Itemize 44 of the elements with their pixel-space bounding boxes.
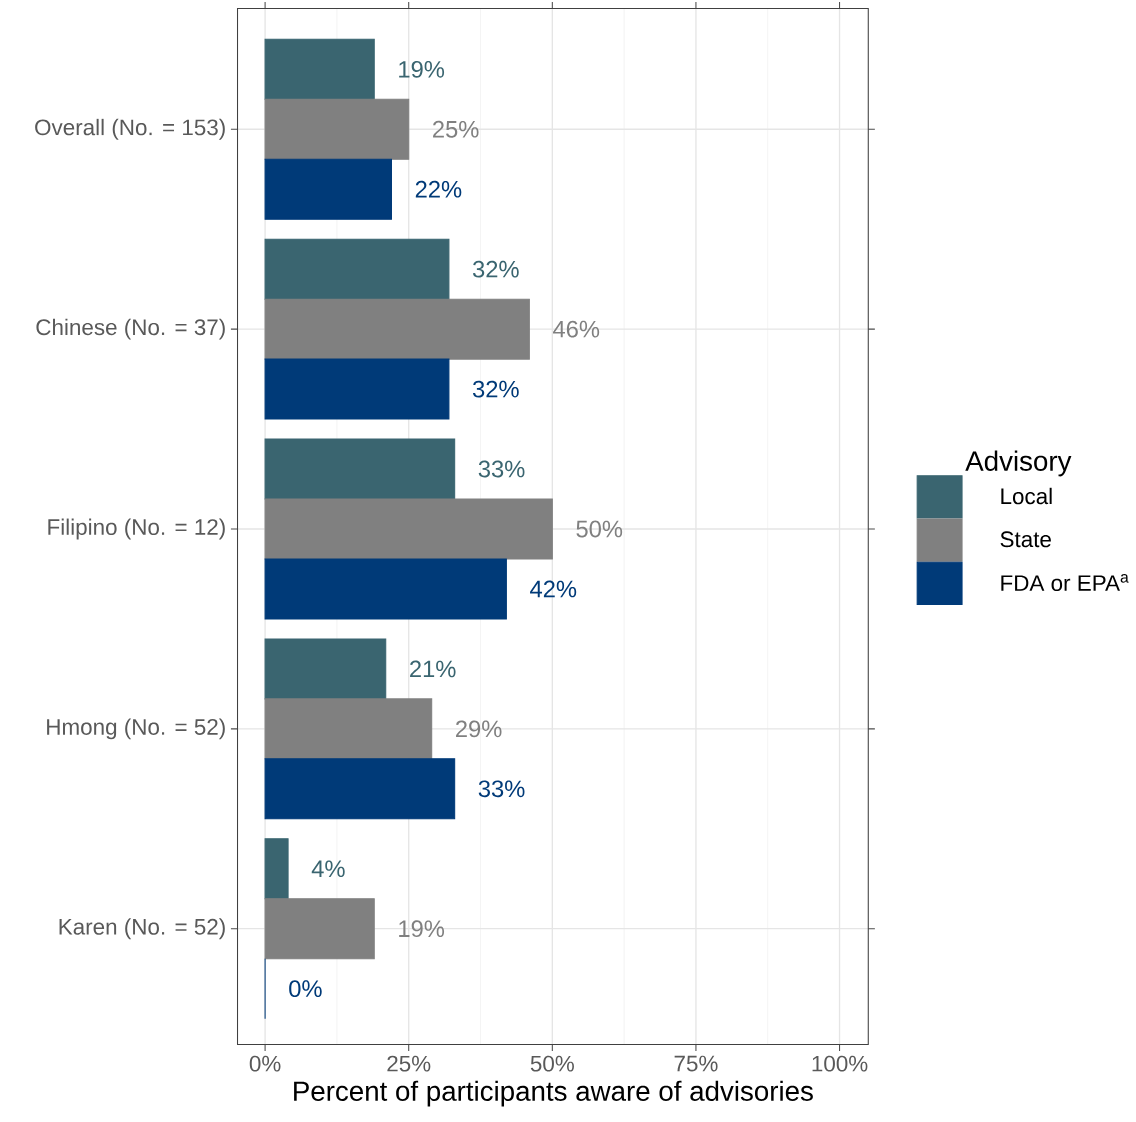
data-label: 32% [472,260,519,278]
bar [264,358,450,420]
legend-label: FDA or EPA$^{a}$ [1001,574,1129,592]
bar [264,838,289,900]
bar [264,298,530,360]
bar [264,698,433,760]
bar [264,238,450,300]
x-tick-label: 100% [812,1055,868,1072]
data-label: 50% [576,520,623,538]
data-label: 46% [553,320,600,338]
y-tick-label: Karen (No. = 52) [59,918,225,940]
data-label: 42% [530,580,577,598]
bar [264,98,410,160]
x-tick-label: 75% [674,1055,718,1072]
legend-label: Local [1001,487,1052,505]
bar [264,758,456,820]
x-axis-title: Percent of participants aware of advisories [294,1080,813,1107]
data-label: 19% [399,61,445,78]
data-label: 33% [478,780,525,798]
bar [264,498,553,560]
data-label: 21% [410,660,456,678]
y-tick-label: Filipino (No. = 12) [48,518,225,540]
data-label: 29% [456,720,502,738]
y-tick-label: Hmong (No. = 52) [47,718,225,740]
x-tick-label: 25% [387,1055,431,1072]
x-tick-label: 0% [249,1055,281,1072]
y-tick-label: Chinese (No. = 37) [36,318,225,340]
data-label: 22% [415,181,462,198]
bar [264,39,375,101]
data-label: 32% [472,380,519,398]
y-tick-label: Overall (No. = 153) [35,119,225,140]
bar [264,638,387,700]
bar [264,438,456,500]
legend-label: State [1000,531,1051,548]
x-tick-label: 50% [530,1055,574,1072]
bar [264,158,392,220]
data-label: 4% [311,860,345,878]
data-label: 19% [399,920,445,938]
data-label: 25% [433,121,479,138]
bar [264,898,375,960]
bar [264,558,507,620]
data-label: 0% [289,980,322,998]
legend-title: Advisory [965,450,1072,477]
data-label: 33% [478,460,525,478]
